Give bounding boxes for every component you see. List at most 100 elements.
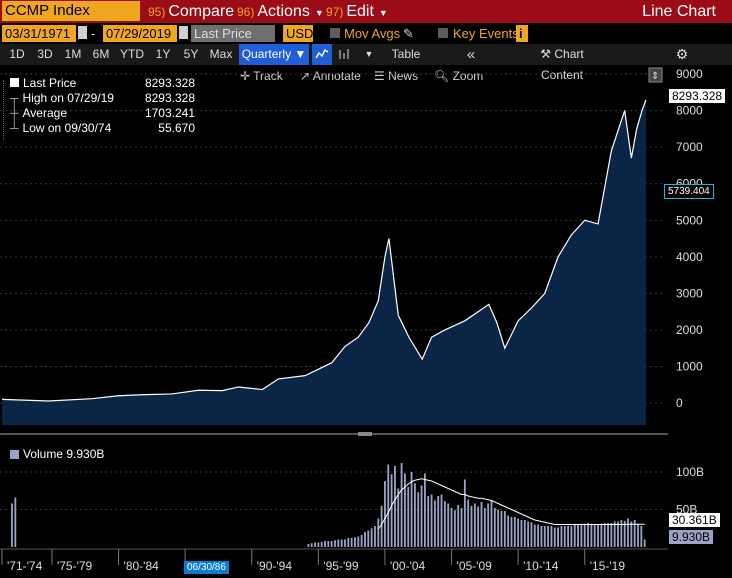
- legend-value: 8293.328: [144, 76, 195, 90]
- white-square-icon: [10, 78, 19, 87]
- volume-bar: [597, 524, 599, 547]
- high-marker-icon: ┬: [10, 91, 19, 105]
- volume-bar: [433, 500, 436, 547]
- line-chart-icon[interactable]: [312, 44, 332, 65]
- volume-bar: [567, 526, 569, 547]
- volume-legend[interactable]: Volume 9.930B: [10, 447, 104, 462]
- annotate-tool[interactable]: ↗ Annotate: [300, 67, 361, 85]
- volume-bar: [510, 517, 513, 547]
- volume-bar: [430, 494, 433, 547]
- annotate-label: Annotate: [312, 69, 361, 83]
- volume-bar: [480, 502, 483, 547]
- volume-bar: [583, 523, 586, 547]
- volume-bar: [490, 500, 493, 547]
- legend-value: 8293.328: [144, 91, 195, 105]
- cursor-date-tag: 06/30/86: [184, 561, 229, 574]
- track-label: Track: [253, 69, 283, 83]
- volume-bar: [450, 508, 453, 547]
- legend-row-average: ┼ Average 1703.241: [10, 106, 195, 121]
- scroll-up-icon[interactable]: [648, 67, 663, 83]
- news-tool[interactable]: ☰ News: [374, 67, 418, 85]
- volume-bar: [344, 539, 346, 547]
- volume-bar: [613, 521, 616, 547]
- legend-label: High on 07/29/19: [22, 91, 114, 105]
- period-1m[interactable]: 1M: [64, 47, 82, 61]
- period-ytd[interactable]: YTD: [120, 47, 144, 61]
- volume-bar: [427, 496, 430, 547]
- x-tick-label: '10-'14: [523, 559, 559, 573]
- x-tick-label: '15-'19: [590, 559, 626, 573]
- volume-bar: [623, 520, 626, 547]
- period-5y[interactable]: 5Y: [183, 47, 199, 61]
- info-icon[interactable]: i: [516, 25, 528, 42]
- crosshair-icon: ✛: [240, 69, 254, 83]
- actions-menu-label: Actions: [257, 3, 310, 20]
- compare-menu[interactable]: 95) Compare: [148, 0, 234, 23]
- mov-avgs-checkbox[interactable]: [330, 28, 340, 38]
- period-1y[interactable]: 1Y: [155, 47, 171, 61]
- edit-menu[interactable]: 97) Edit ▼: [326, 0, 388, 23]
- currency-select[interactable]: USD: [283, 25, 313, 42]
- frequency-select[interactable]: Quarterly ▼: [239, 44, 309, 65]
- key-events-checkbox[interactable]: [438, 28, 448, 38]
- price-line: [1, 99, 647, 402]
- volume-bar: [417, 492, 420, 547]
- period-max[interactable]: Max: [209, 47, 233, 61]
- params-bar: 03/31/1971 - 07/29/2019 Last Price USD M…: [0, 23, 732, 44]
- x-tick-label: '75-'79: [57, 559, 93, 573]
- x-tick-label: '95-'99: [323, 559, 359, 573]
- x-axis: '71-'74'75-'79'80-'84'85-'89'90-'94'95-'…: [1, 549, 626, 573]
- volume-bar: [423, 473, 426, 547]
- actions-menu[interactable]: 96) Actions ▼: [237, 0, 324, 23]
- price-volume-chart[interactable]: '71-'74'75-'79'80-'84'85-'89'90-'94'95-'…: [0, 65, 732, 578]
- table-button[interactable]: Table: [391, 47, 421, 61]
- chart-content-button[interactable]: ⚒ Chart Content: [518, 44, 606, 82]
- panel-divider-handle[interactable]: [358, 432, 372, 436]
- volume-bar: [443, 501, 446, 547]
- volume-bar: [357, 536, 360, 547]
- ticker-field[interactable]: CCMP Index: [2, 1, 140, 21]
- volume-bar: [397, 488, 400, 547]
- track-tool[interactable]: ✛ Track: [240, 67, 283, 85]
- period-6m[interactable]: 6M: [92, 47, 110, 61]
- bar-chart-icon[interactable]: [334, 44, 354, 65]
- volume-bar: [320, 541, 323, 547]
- volume-bar: [537, 524, 540, 547]
- price-field-select[interactable]: Last Price: [191, 25, 275, 42]
- end-date-field[interactable]: 07/29/2019: [103, 25, 177, 42]
- volume-bar: [627, 518, 629, 547]
- period-1d[interactable]: 1D: [9, 47, 25, 61]
- wrench-icon: ⚒: [540, 47, 555, 61]
- volume-bar: [570, 526, 573, 547]
- volume-bar: [340, 539, 343, 547]
- y-tick-label: 3000: [676, 286, 703, 300]
- x-tick-label: '80-'84: [124, 559, 160, 573]
- volume-bar: [470, 505, 473, 547]
- calendar-icon[interactable]: [78, 26, 87, 39]
- period-3d[interactable]: 3D: [37, 47, 53, 61]
- chart-type-dropdown-icon[interactable]: ▼: [364, 49, 374, 59]
- volume-bar: [640, 526, 643, 547]
- start-date-field[interactable]: 03/31/1971: [2, 25, 76, 42]
- chevron-down-icon: ▼: [378, 8, 388, 18]
- zoom-icon: 🔍︎: [434, 69, 453, 83]
- volume-bar: [543, 526, 546, 547]
- volume-bar: [473, 503, 476, 547]
- y-tick-label: 8000: [676, 104, 703, 118]
- pencil-icon[interactable]: ✎: [403, 26, 414, 41]
- gear-icon[interactable]: ⚙: [675, 46, 689, 62]
- volume-bar: [364, 532, 366, 547]
- collapse-button[interactable]: «: [466, 46, 476, 63]
- calendar-icon[interactable]: [179, 26, 188, 39]
- volume-bar: [497, 509, 500, 547]
- volume-bar: [367, 530, 370, 547]
- y-axis: 0100020003000400050006000700080009000100…: [676, 67, 704, 517]
- chevron-down-icon: ▼: [314, 8, 324, 18]
- zoom-tool[interactable]: 🔍︎ Zoom: [434, 67, 483, 85]
- volume-bar: [327, 541, 330, 547]
- volume-bar: [407, 487, 410, 547]
- volume-bar: [440, 494, 443, 547]
- volume-bar: [337, 539, 340, 547]
- volume-bar: [493, 508, 496, 547]
- legend-row-last-price[interactable]: Last Price 8293.328: [10, 76, 195, 91]
